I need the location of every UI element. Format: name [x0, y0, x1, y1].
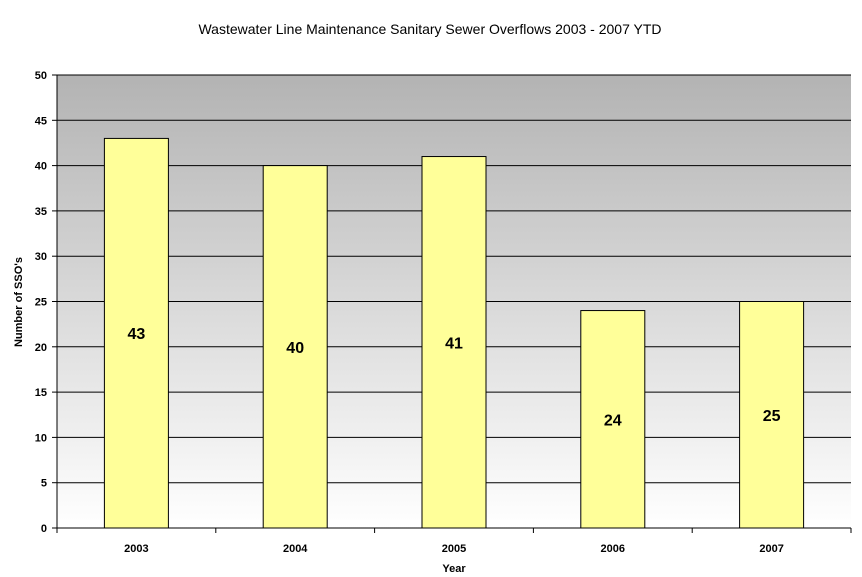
data-label: 25 [763, 408, 781, 425]
y-tick-label: 0 [41, 523, 47, 535]
x-tick-label: 2006 [601, 543, 625, 555]
x-tick-label: 2003 [124, 543, 148, 555]
x-tick-label: 2005 [442, 543, 466, 555]
y-tick-label: 35 [35, 206, 47, 218]
data-label: 24 [604, 412, 622, 429]
x-tick-label: 2004 [283, 543, 308, 555]
y-tick-label: 20 [35, 342, 47, 354]
x-tick-labels: 2003 2004 2005 2006 2007 [124, 543, 784, 555]
y-tick-labels: 0 5 10 15 20 25 30 35 40 45 50 [35, 70, 47, 535]
y-tick-label: 45 [35, 115, 47, 127]
y-tick-label: 40 [35, 161, 47, 173]
x-axis-label: Year [442, 563, 466, 575]
y-tick-label: 25 [35, 297, 47, 309]
y-tick-label: 5 [41, 478, 47, 490]
data-label: 40 [286, 340, 304, 357]
y-tick-label: 30 [35, 251, 47, 263]
data-label: 41 [445, 335, 463, 352]
bar-2005 [421, 156, 487, 529]
bar-2004 [262, 165, 328, 529]
y-axis-label: Number of SSO's [13, 257, 25, 347]
y-tick-label: 15 [35, 387, 47, 399]
bars [103, 137, 805, 529]
axes [52, 74, 852, 533]
bar-2003 [103, 137, 169, 529]
y-tick-label: 50 [35, 70, 47, 82]
bar-2007 [739, 301, 805, 529]
y-tick-label: 10 [35, 432, 47, 444]
x-tick-label: 2007 [759, 543, 783, 555]
chart-title: Wastewater Line Maintenance Sanitary Sew… [198, 21, 661, 37]
data-labels: 43 40 41 24 25 [128, 326, 781, 429]
data-label: 43 [128, 326, 146, 343]
